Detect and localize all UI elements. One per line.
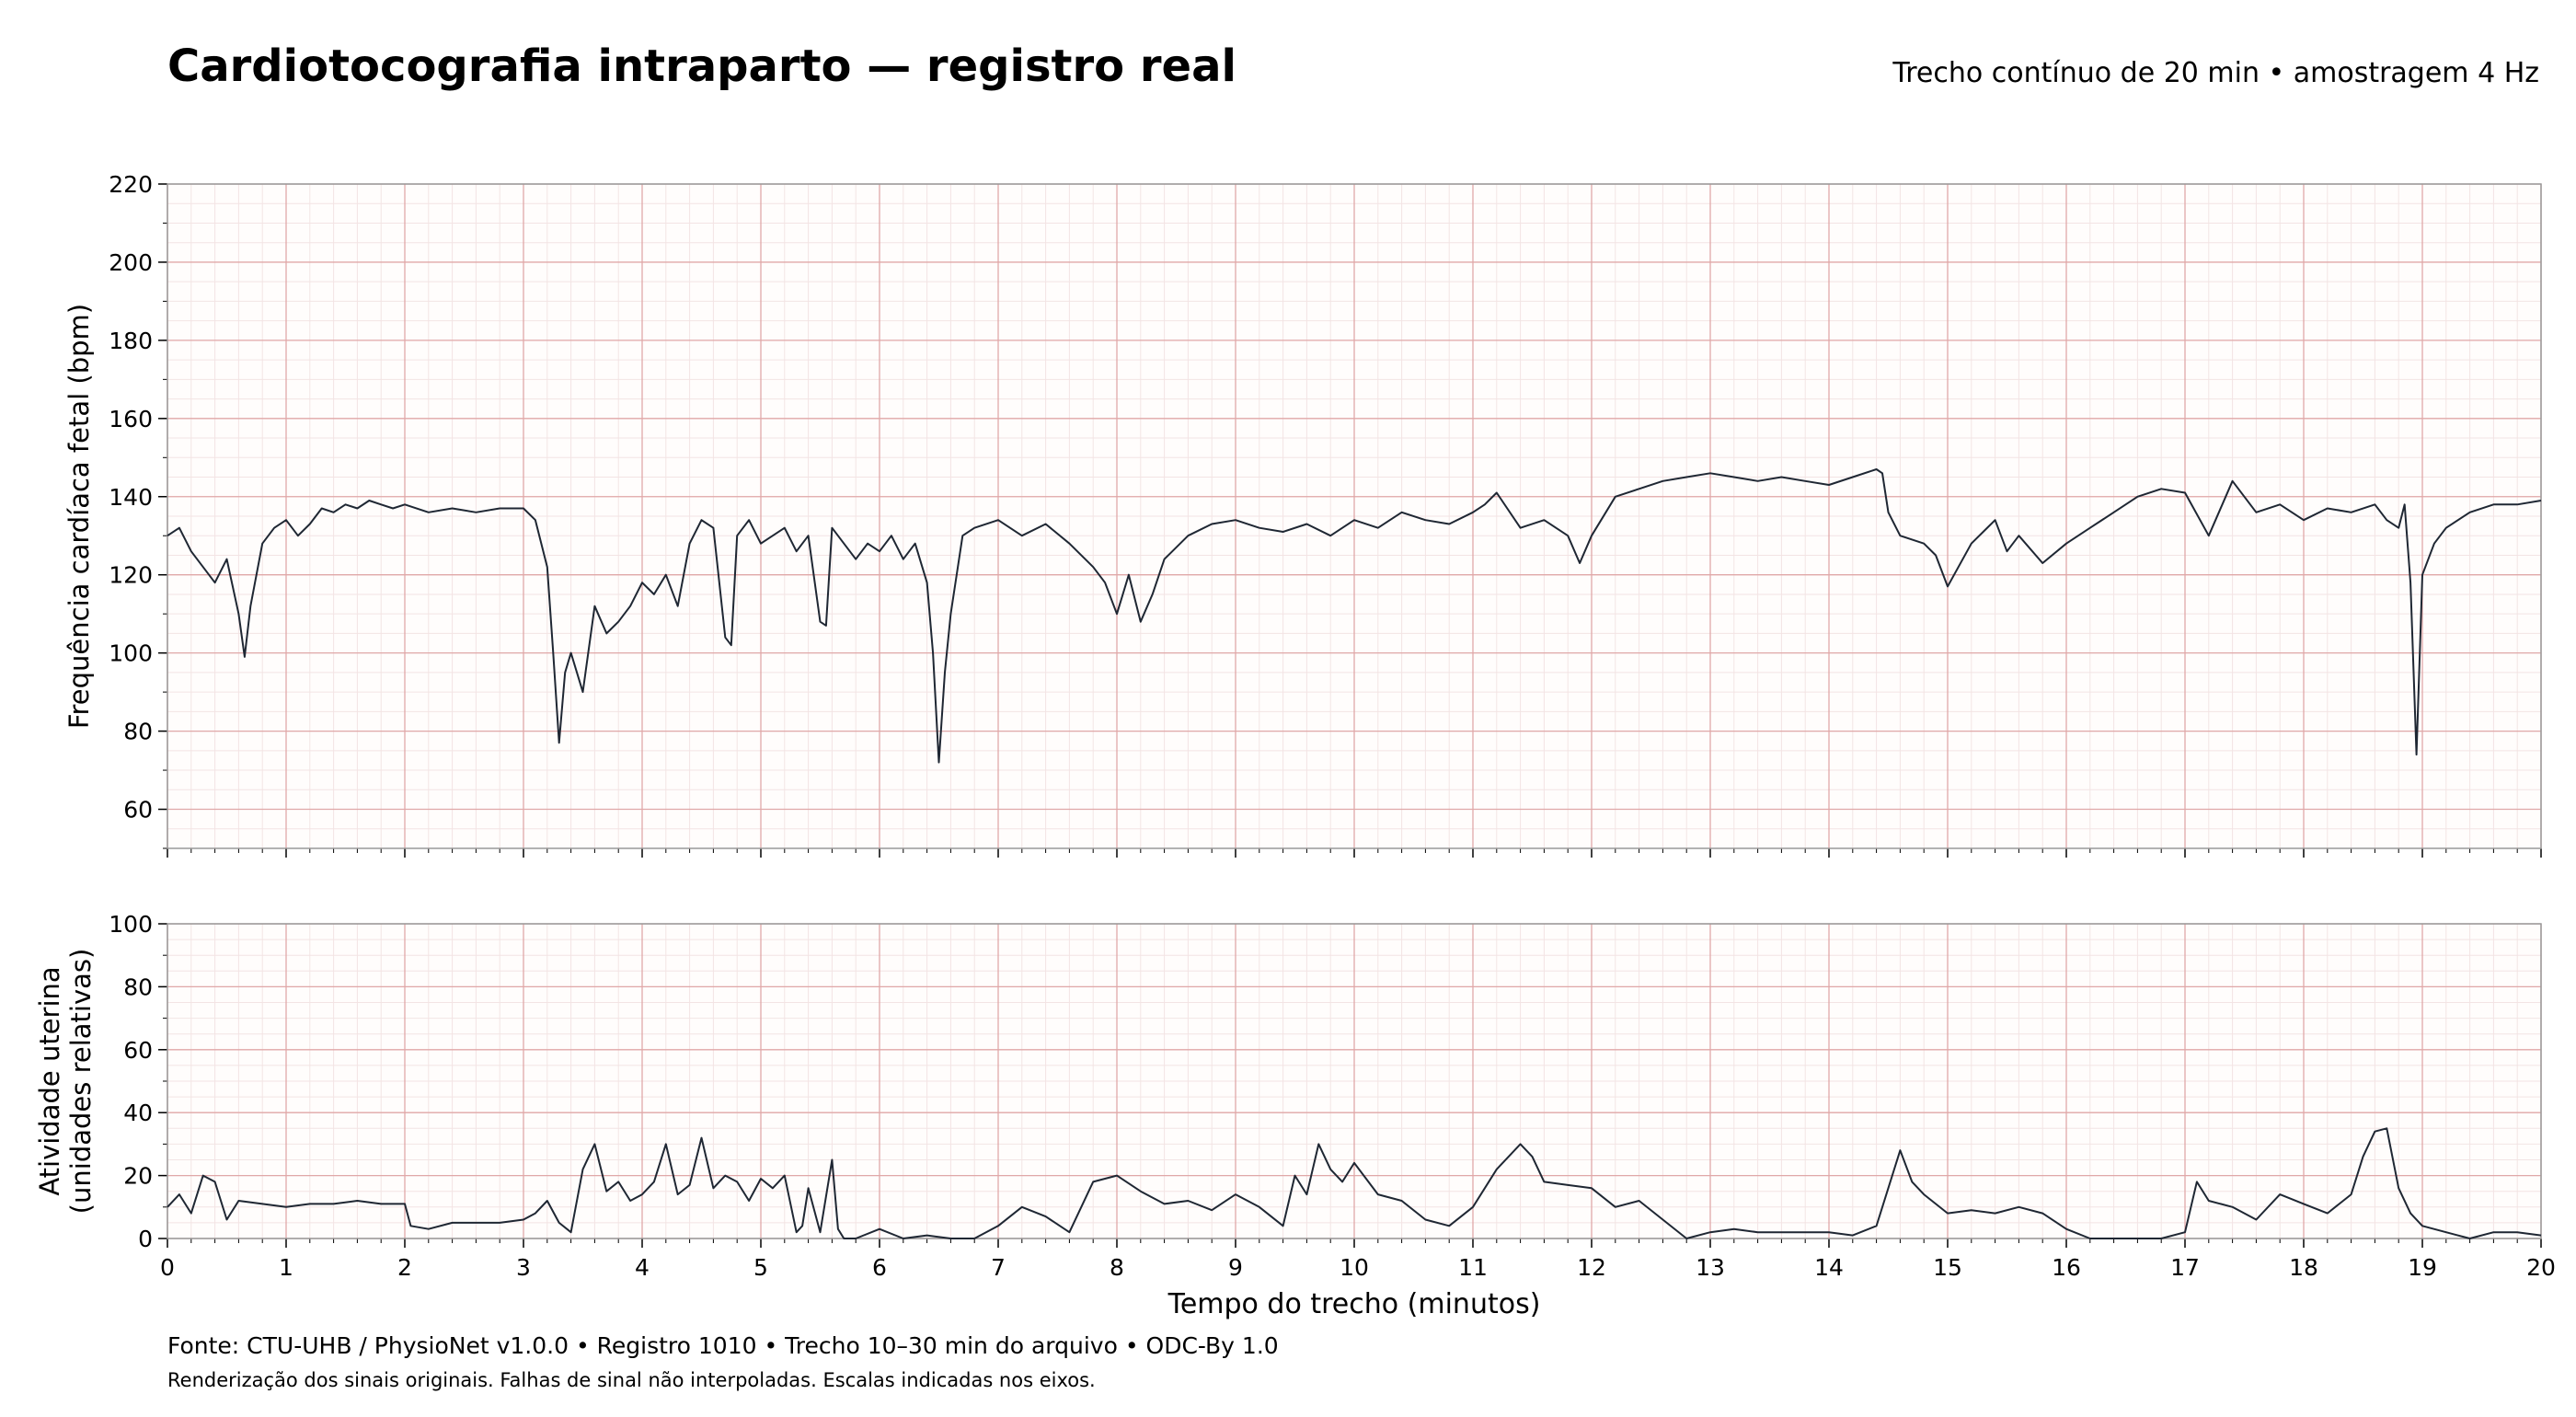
ua-axis-label-line1: Atividade uterina [34, 966, 65, 1195]
rendering-note: Renderização dos sinais originais. Falha… [167, 1369, 1096, 1391]
fhr-panel [158, 183, 2542, 858]
y-tick-label: 0 [138, 1226, 153, 1252]
y-tick-label: 40 [123, 1100, 153, 1126]
x-axis-label: Tempo do trecho (minutos) [1167, 1288, 1541, 1320]
x-tick-label: 17 [2170, 1254, 2200, 1281]
x-tick-label: 19 [2408, 1254, 2437, 1281]
ua-frame [167, 923, 2542, 1239]
ua-panel [158, 923, 2542, 1248]
y-tick-label: 80 [123, 973, 153, 1000]
x-tick-label: 1 [279, 1254, 293, 1281]
y-tick-label: 100 [109, 911, 153, 938]
x-tick-label: 12 [1577, 1254, 1606, 1281]
x-tick-label: 16 [2052, 1254, 2081, 1281]
y-tick-label: 220 [109, 171, 153, 198]
y-tick-label: 60 [123, 1037, 153, 1064]
y-tick-label: 100 [109, 640, 153, 667]
x-tick-label: 20 [2526, 1254, 2556, 1281]
y-tick-label: 20 [123, 1163, 153, 1190]
x-tick-label: 5 [753, 1254, 768, 1281]
y-tick-label: 80 [123, 719, 153, 745]
y-tick-label: 140 [109, 484, 153, 511]
y-tick-label: 180 [109, 328, 153, 354]
y-tick-label: 200 [109, 249, 153, 276]
fhr-axis-label: Frequência cardíaca fetal (bpm) [63, 304, 95, 729]
y-tick-label: 120 [109, 562, 153, 589]
chart-title: Cardiotocografia intraparto — registro r… [167, 40, 1236, 92]
x-tick-label: 7 [991, 1254, 1006, 1281]
fhr-trace [167, 468, 2542, 764]
x-tick-label: 15 [1933, 1254, 1962, 1281]
x-tick-label: 4 [635, 1254, 650, 1281]
chart-subtitle: Trecho contínuo de 20 min • amostragem 4… [1892, 57, 2539, 89]
ua-trace [167, 1127, 2542, 1239]
x-tick-label: 3 [516, 1254, 531, 1281]
source-note: Fonte: CTU-UHB / PhysioNet v1.0.0 • Regi… [167, 1332, 1279, 1359]
x-tick-label: 14 [1814, 1254, 1844, 1281]
x-tick-label: 18 [2289, 1254, 2318, 1281]
x-tick-label: 10 [1340, 1254, 1369, 1281]
x-tick-label: 0 [160, 1254, 175, 1281]
x-tick-label: 6 [872, 1254, 887, 1281]
y-tick-label: 160 [109, 406, 153, 432]
fhr-frame [167, 183, 2542, 849]
x-tick-label: 9 [1228, 1254, 1243, 1281]
ua-axis-label-line2: (unidades relativas) [65, 949, 97, 1215]
x-tick-label: 8 [1110, 1254, 1124, 1281]
x-tick-label: 11 [1458, 1254, 1488, 1281]
y-tick-label: 60 [123, 797, 153, 824]
x-tick-label: 13 [1696, 1254, 1725, 1281]
x-tick-label: 2 [397, 1254, 412, 1281]
